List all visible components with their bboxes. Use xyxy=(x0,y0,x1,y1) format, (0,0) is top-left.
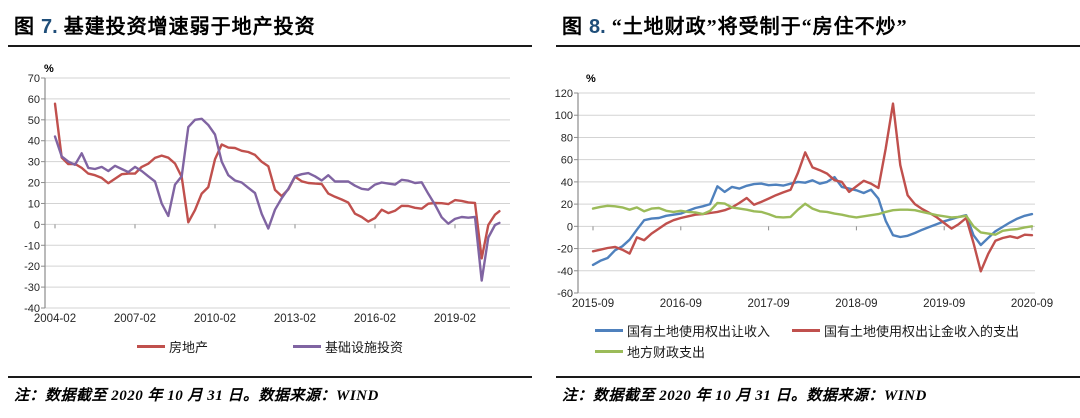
gridlines xyxy=(41,77,510,309)
legend-item-infrastructure: 基础设施投资 xyxy=(293,337,403,356)
svg-text:-20: -20 xyxy=(24,261,40,273)
svg-text:2007-02: 2007-02 xyxy=(114,313,156,325)
legend-label-land-transfer-expenditure: 国有土地使用权出让金收入的支出 xyxy=(824,324,1020,339)
legend-label-land-transfer-revenue: 国有土地使用权出让收入 xyxy=(627,324,771,339)
figure-8-number: 8. xyxy=(589,16,606,38)
x-axis-labels: 2004-02 2007-02 2010-02 2013-02 2016-02 2019-… xyxy=(34,224,476,325)
svg-text:2016-09: 2016-09 xyxy=(660,298,702,310)
svg-text:2020-09: 2020-09 xyxy=(1011,298,1053,310)
figure-7-note-rule xyxy=(8,376,532,378)
svg-text:-40: -40 xyxy=(557,266,573,278)
figure-7-note: 注：数据截至 2020 年 10 月 31 日。数据来源：WIND xyxy=(14,388,379,404)
svg-text:2010-02: 2010-02 xyxy=(194,313,236,325)
svg-text:20: 20 xyxy=(561,199,573,211)
svg-text:2013-02: 2013-02 xyxy=(274,313,316,325)
svg-text:60: 60 xyxy=(561,155,573,167)
legend-item-land-transfer-revenue: 国有土地使用权出让收入 xyxy=(595,321,792,340)
y-axis-labels: -40 -30 -20 -10 0 10 20 30 40 50 60 70 xyxy=(24,73,40,315)
figure-7-label-prefix: 图 xyxy=(14,16,35,38)
svg-text:2017-09: 2017-09 xyxy=(747,298,789,310)
svg-text:-40: -40 xyxy=(24,303,40,315)
svg-text:40: 40 xyxy=(28,136,40,148)
y-axis-unit-label: % xyxy=(586,73,596,85)
series-line-1 xyxy=(53,117,501,282)
legend-swatch-green-line xyxy=(595,350,623,353)
legend-swatch-purple-line xyxy=(293,345,321,348)
figure-7-number: 7. xyxy=(41,16,58,38)
svg-text:0: 0 xyxy=(567,221,573,233)
svg-text:2016-02: 2016-02 xyxy=(354,313,396,325)
svg-text:0: 0 xyxy=(34,219,40,231)
figure-8-note-rule xyxy=(556,376,1080,378)
svg-text:30: 30 xyxy=(28,157,40,169)
legend-label-local-fiscal-expenditure: 地方财政支出 xyxy=(627,345,706,360)
figure-7-title-rule xyxy=(8,45,532,47)
legend-item-local-fiscal-expenditure: 地方财政支出 xyxy=(595,342,792,361)
x-axis-labels: 2015-09 2016-09 2017-09 2018-09 2019-09 2020-… xyxy=(572,226,1053,310)
svg-text:2004-02: 2004-02 xyxy=(34,313,76,325)
svg-text:2018-09: 2018-09 xyxy=(835,298,877,310)
figure-7-title: 图 7. 基建投资增速弱于地产投资 xyxy=(14,10,316,39)
series-line-0 xyxy=(53,102,501,260)
svg-text:2015-09: 2015-09 xyxy=(572,298,614,310)
svg-text:-10: -10 xyxy=(24,240,40,252)
svg-text:10: 10 xyxy=(28,198,40,210)
figure-8-legend: 国有土地使用权出让收入 国有土地使用权出让金收入的支出 地方财政支出 xyxy=(595,321,1019,361)
figure-panel-7: 图 7. 基建投资增速弱于地产投资 -40 -30 -20 -10 0 10 20 30 40 5… xyxy=(0,10,540,404)
svg-text:20: 20 xyxy=(28,178,40,190)
series-line-1 xyxy=(591,102,1034,273)
y-axis-labels: -60 -40 -20 0 20 40 60 80 100 120 xyxy=(555,88,573,300)
legend-swatch-red-line-2 xyxy=(792,329,820,332)
figure-8-title-rule xyxy=(556,45,1080,47)
svg-text:40: 40 xyxy=(561,177,573,189)
series-line-2 xyxy=(591,201,1034,236)
svg-text:2019-02: 2019-02 xyxy=(434,313,476,325)
svg-text:60: 60 xyxy=(28,94,40,106)
svg-text:2019-09: 2019-09 xyxy=(923,298,965,310)
legend-label-real-estate: 房地产 xyxy=(168,340,208,355)
figure-8-title-text: “土地财政”将受制于“房住不炒” xyxy=(611,16,908,38)
legend-item-land-transfer-expenditure: 国有土地使用权出让金收入的支出 xyxy=(792,321,1019,340)
legend-label-infrastructure: 基础设施投资 xyxy=(325,340,404,355)
legend-swatch-blue-line xyxy=(595,329,623,332)
line-chart-investment-growth: -40 -30 -20 -10 0 10 20 30 40 50 60 70% 2004-02 2007-… xyxy=(24,63,510,325)
svg-text:100: 100 xyxy=(555,110,573,122)
figure-8-note: 注：数据截至 2020 年 10 月 31 日。数据来源：WIND xyxy=(562,388,927,404)
svg-text:70: 70 xyxy=(28,73,40,85)
figure-8-title: 图 8. “土地财政”将受制于“房住不炒” xyxy=(562,10,908,39)
svg-text:80: 80 xyxy=(561,132,573,144)
svg-text:120: 120 xyxy=(555,88,573,100)
figure-panel-8: 图 8. “土地财政”将受制于“房住不炒” -60 -40 -20 0 20 40 60 80… xyxy=(540,0,1080,418)
figure-8-label-prefix: 图 xyxy=(562,16,583,38)
svg-text:-30: -30 xyxy=(24,282,40,294)
svg-text:50: 50 xyxy=(28,115,40,127)
figure-7-legend: 房地产 基础设施投资 xyxy=(0,337,540,356)
gridlines xyxy=(574,92,1035,294)
legend-swatch-red-line xyxy=(136,345,165,348)
legend-item-real-estate: 房地产 xyxy=(136,337,208,356)
svg-text:-20: -20 xyxy=(557,244,573,256)
y-axis-unit-label: % xyxy=(44,63,54,75)
svg-text:-60: -60 xyxy=(557,288,573,300)
figure-7-title-text: 基建投资增速弱于地产投资 xyxy=(63,16,316,38)
